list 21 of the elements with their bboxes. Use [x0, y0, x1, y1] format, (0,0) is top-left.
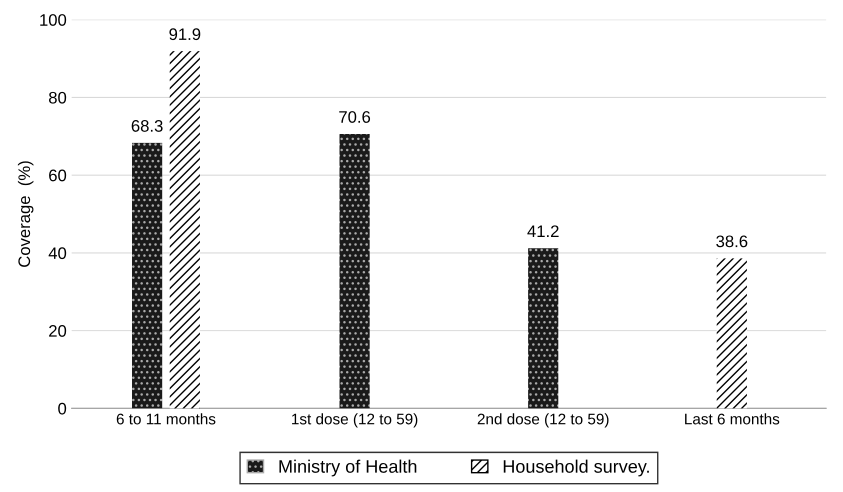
y-axis-title: Coverage (%) — [18, 161, 34, 267]
bar — [170, 51, 200, 408]
y-tick-label: 0 — [58, 402, 66, 415]
x-tick-label: 6 to 11 months — [116, 413, 216, 424]
y-tick-label: 80 — [48, 92, 66, 104]
y-tick-label: 100 — [40, 14, 66, 26]
data-label: 41.2 — [527, 225, 559, 237]
data-label: 91.9 — [169, 28, 200, 40]
x-tick-label: Last 6 months — [685, 413, 780, 424]
data-label: 70.6 — [339, 111, 370, 123]
x-tick-label: 2nd dose (12 to 59) — [478, 413, 609, 428]
bar — [716, 258, 747, 408]
data-label: 38.6 — [716, 235, 748, 248]
y-tick-label: 60 — [49, 170, 66, 182]
legend-label: Ministry of Health — [279, 460, 416, 476]
y-tick-label: 40 — [48, 247, 66, 260]
data-label: 68.3 — [132, 120, 163, 132]
bar — [339, 134, 370, 408]
x-tick-label: 1st dose (12 to 59) — [292, 413, 418, 428]
y-tick-label: 20 — [49, 325, 66, 337]
legend-label: Household survey. — [504, 460, 649, 476]
